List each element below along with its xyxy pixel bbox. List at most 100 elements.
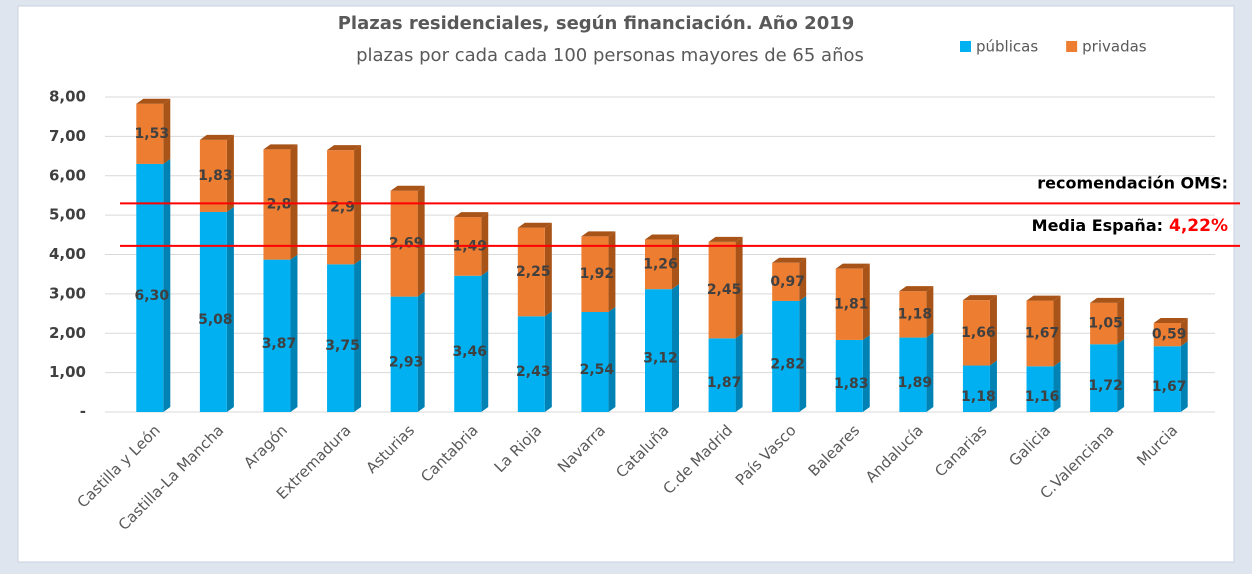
chart-title: Plazas residenciales, según financiación…: [338, 13, 855, 34]
data-label: 1,16: [1025, 389, 1060, 405]
bar: [708, 241, 736, 339]
bar-top: [199, 134, 234, 140]
bar: [645, 239, 672, 290]
data-label: 3,12: [643, 351, 678, 367]
y-tick-label: 5,00: [49, 206, 86, 224]
data-label: 2,82: [770, 356, 805, 372]
bar-top: [454, 212, 489, 218]
reference-label-text: Media España:: [1032, 215, 1163, 234]
data-label: 1,72: [1088, 378, 1123, 394]
bar: [772, 262, 800, 301]
bar: [136, 163, 164, 412]
bar-top: [517, 222, 552, 228]
bar-top: [645, 234, 679, 240]
bar-side: [1180, 318, 1188, 347]
y-tick-label: -: [80, 403, 86, 421]
bar-side: [799, 257, 807, 301]
bar: [199, 139, 227, 212]
bar-side: [862, 263, 870, 340]
bar-side: [290, 254, 298, 412]
bar: [263, 149, 291, 260]
y-tick-label: 4,00: [49, 245, 86, 263]
bar-side: [354, 145, 362, 265]
legend-label: públicas: [976, 38, 1038, 56]
bar-top: [962, 295, 997, 301]
data-label: 1,83: [198, 168, 233, 184]
data-label: 1,83: [834, 376, 869, 392]
bar-side: [672, 234, 679, 290]
bar: [962, 300, 990, 366]
data-label: 1,89: [898, 375, 933, 391]
data-label: 1,81: [834, 296, 869, 312]
bar: [454, 275, 482, 412]
y-tick-label: 7,00: [49, 127, 86, 145]
bar-side: [989, 360, 997, 412]
bar: [645, 289, 672, 412]
data-label: 5,08: [198, 312, 233, 328]
y-tick-label: 6,00: [49, 166, 86, 184]
bar-side: [481, 212, 489, 276]
data-label: 2,9: [330, 199, 355, 215]
legend-swatch: [1066, 41, 1078, 52]
data-label: 2,93: [389, 354, 424, 370]
bar-top: [1090, 297, 1125, 303]
bar-side: [735, 333, 743, 412]
reference-value: 4,22%: [1169, 216, 1228, 236]
bar-side: [926, 286, 934, 338]
data-label: 1,18: [898, 306, 933, 322]
bar-side: [926, 332, 934, 412]
bar-side: [226, 206, 234, 412]
bar-side: [417, 185, 425, 297]
data-label: 1,53: [135, 126, 170, 142]
bar-top: [708, 236, 743, 242]
bar-side: [226, 134, 234, 212]
bar-side: [672, 284, 679, 412]
data-label: 1,05: [1088, 316, 1123, 332]
bar: [1153, 323, 1181, 347]
bar-side: [163, 158, 171, 412]
data-label: 2,43: [516, 364, 551, 380]
data-label: 0,97: [770, 274, 805, 290]
bar-side: [862, 334, 870, 412]
bar: [517, 316, 545, 412]
reference-label: Media España: 4,22%: [1032, 215, 1228, 236]
legend-swatch: [960, 41, 971, 52]
bar: [581, 311, 609, 412]
bar: [263, 259, 291, 412]
data-label: 1,26: [643, 256, 678, 272]
reference-label-text: recomendación OMS:: [1037, 173, 1228, 192]
data-label: 2,8: [267, 196, 292, 212]
data-label: 1,66: [961, 325, 996, 341]
bar-side: [1117, 297, 1125, 345]
data-label: 3,75: [325, 338, 360, 354]
bar: [1153, 346, 1181, 412]
bar-side: [1053, 295, 1061, 367]
data-label: 2,69: [389, 236, 424, 252]
data-label: 1,18: [961, 389, 996, 405]
data-label: 3,87: [262, 336, 297, 352]
bar: [1026, 300, 1054, 367]
data-label: 3,46: [452, 344, 487, 360]
bar-top: [1153, 318, 1188, 324]
bar-side: [290, 144, 298, 260]
data-label: 6,30: [135, 288, 170, 304]
bar: [772, 300, 800, 412]
y-tick-label: 8,00: [49, 88, 86, 106]
bar: [1090, 344, 1118, 412]
data-label: 1,67: [1025, 325, 1060, 341]
bar-side: [1180, 341, 1188, 412]
bar-top: [263, 144, 298, 150]
bar: [835, 268, 863, 340]
y-tick-label: 2,00: [49, 324, 86, 342]
reference-label: recomendación OMS:: [1037, 173, 1228, 192]
data-label: 1,92: [580, 266, 615, 282]
bar-side: [608, 231, 616, 312]
bar: [327, 264, 355, 412]
legend-label: privadas: [1082, 38, 1147, 56]
bar-top: [835, 263, 870, 269]
data-label: 2,25: [516, 264, 551, 280]
bar-side: [799, 295, 807, 412]
chart-subtitle: plazas por cada cada 100 personas mayore…: [356, 45, 864, 66]
data-label: 1,67: [1152, 379, 1187, 395]
